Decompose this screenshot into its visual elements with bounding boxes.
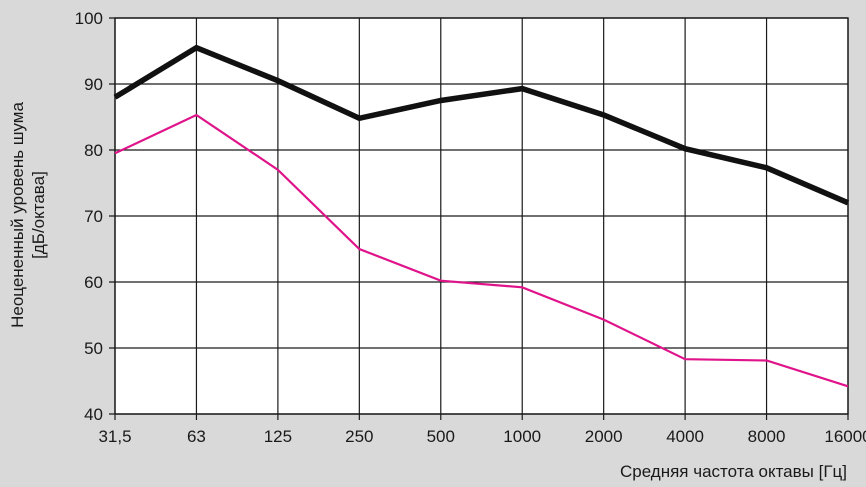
y-tick-label: 90 xyxy=(84,75,103,94)
y-tick-label: 60 xyxy=(84,273,103,292)
tick-labels: 31,5 63 125 250 500 1000 2000 4000 8000 16000 40 50… xyxy=(75,9,866,446)
y-tick-label: 50 xyxy=(84,339,103,358)
y-axis-title-line-1: Неоцененный уровень шума xyxy=(8,102,27,328)
plot-border xyxy=(114,17,849,415)
x-tick-label: 500 xyxy=(427,427,455,446)
x-tick-label: 63 xyxy=(187,427,206,446)
x-tick-label: 4000 xyxy=(666,427,704,446)
y-tick-label: 70 xyxy=(84,207,103,226)
series-layer xyxy=(113,44,850,388)
x-tick-label: 16000 xyxy=(824,427,866,446)
grid xyxy=(109,17,849,420)
y-tick-label: 40 xyxy=(84,405,103,424)
series-line-1 xyxy=(113,44,850,206)
x-tick-label: 8000 xyxy=(748,427,786,446)
y-axis-title-line-2: [дБ/октава] xyxy=(29,171,48,259)
y-tick-label: 80 xyxy=(84,141,103,160)
y-tick-label: 100 xyxy=(75,9,103,28)
x-tick-label: 250 xyxy=(345,427,373,446)
x-tick-label: 2000 xyxy=(585,427,623,446)
series-line-2 xyxy=(114,113,849,388)
x-tick-label: 1000 xyxy=(503,427,541,446)
x-tick-label: 125 xyxy=(264,427,292,446)
x-axis-title: Средняя частота октавы [Гц] xyxy=(620,462,847,481)
x-tick-label: 31,5 xyxy=(98,427,131,446)
